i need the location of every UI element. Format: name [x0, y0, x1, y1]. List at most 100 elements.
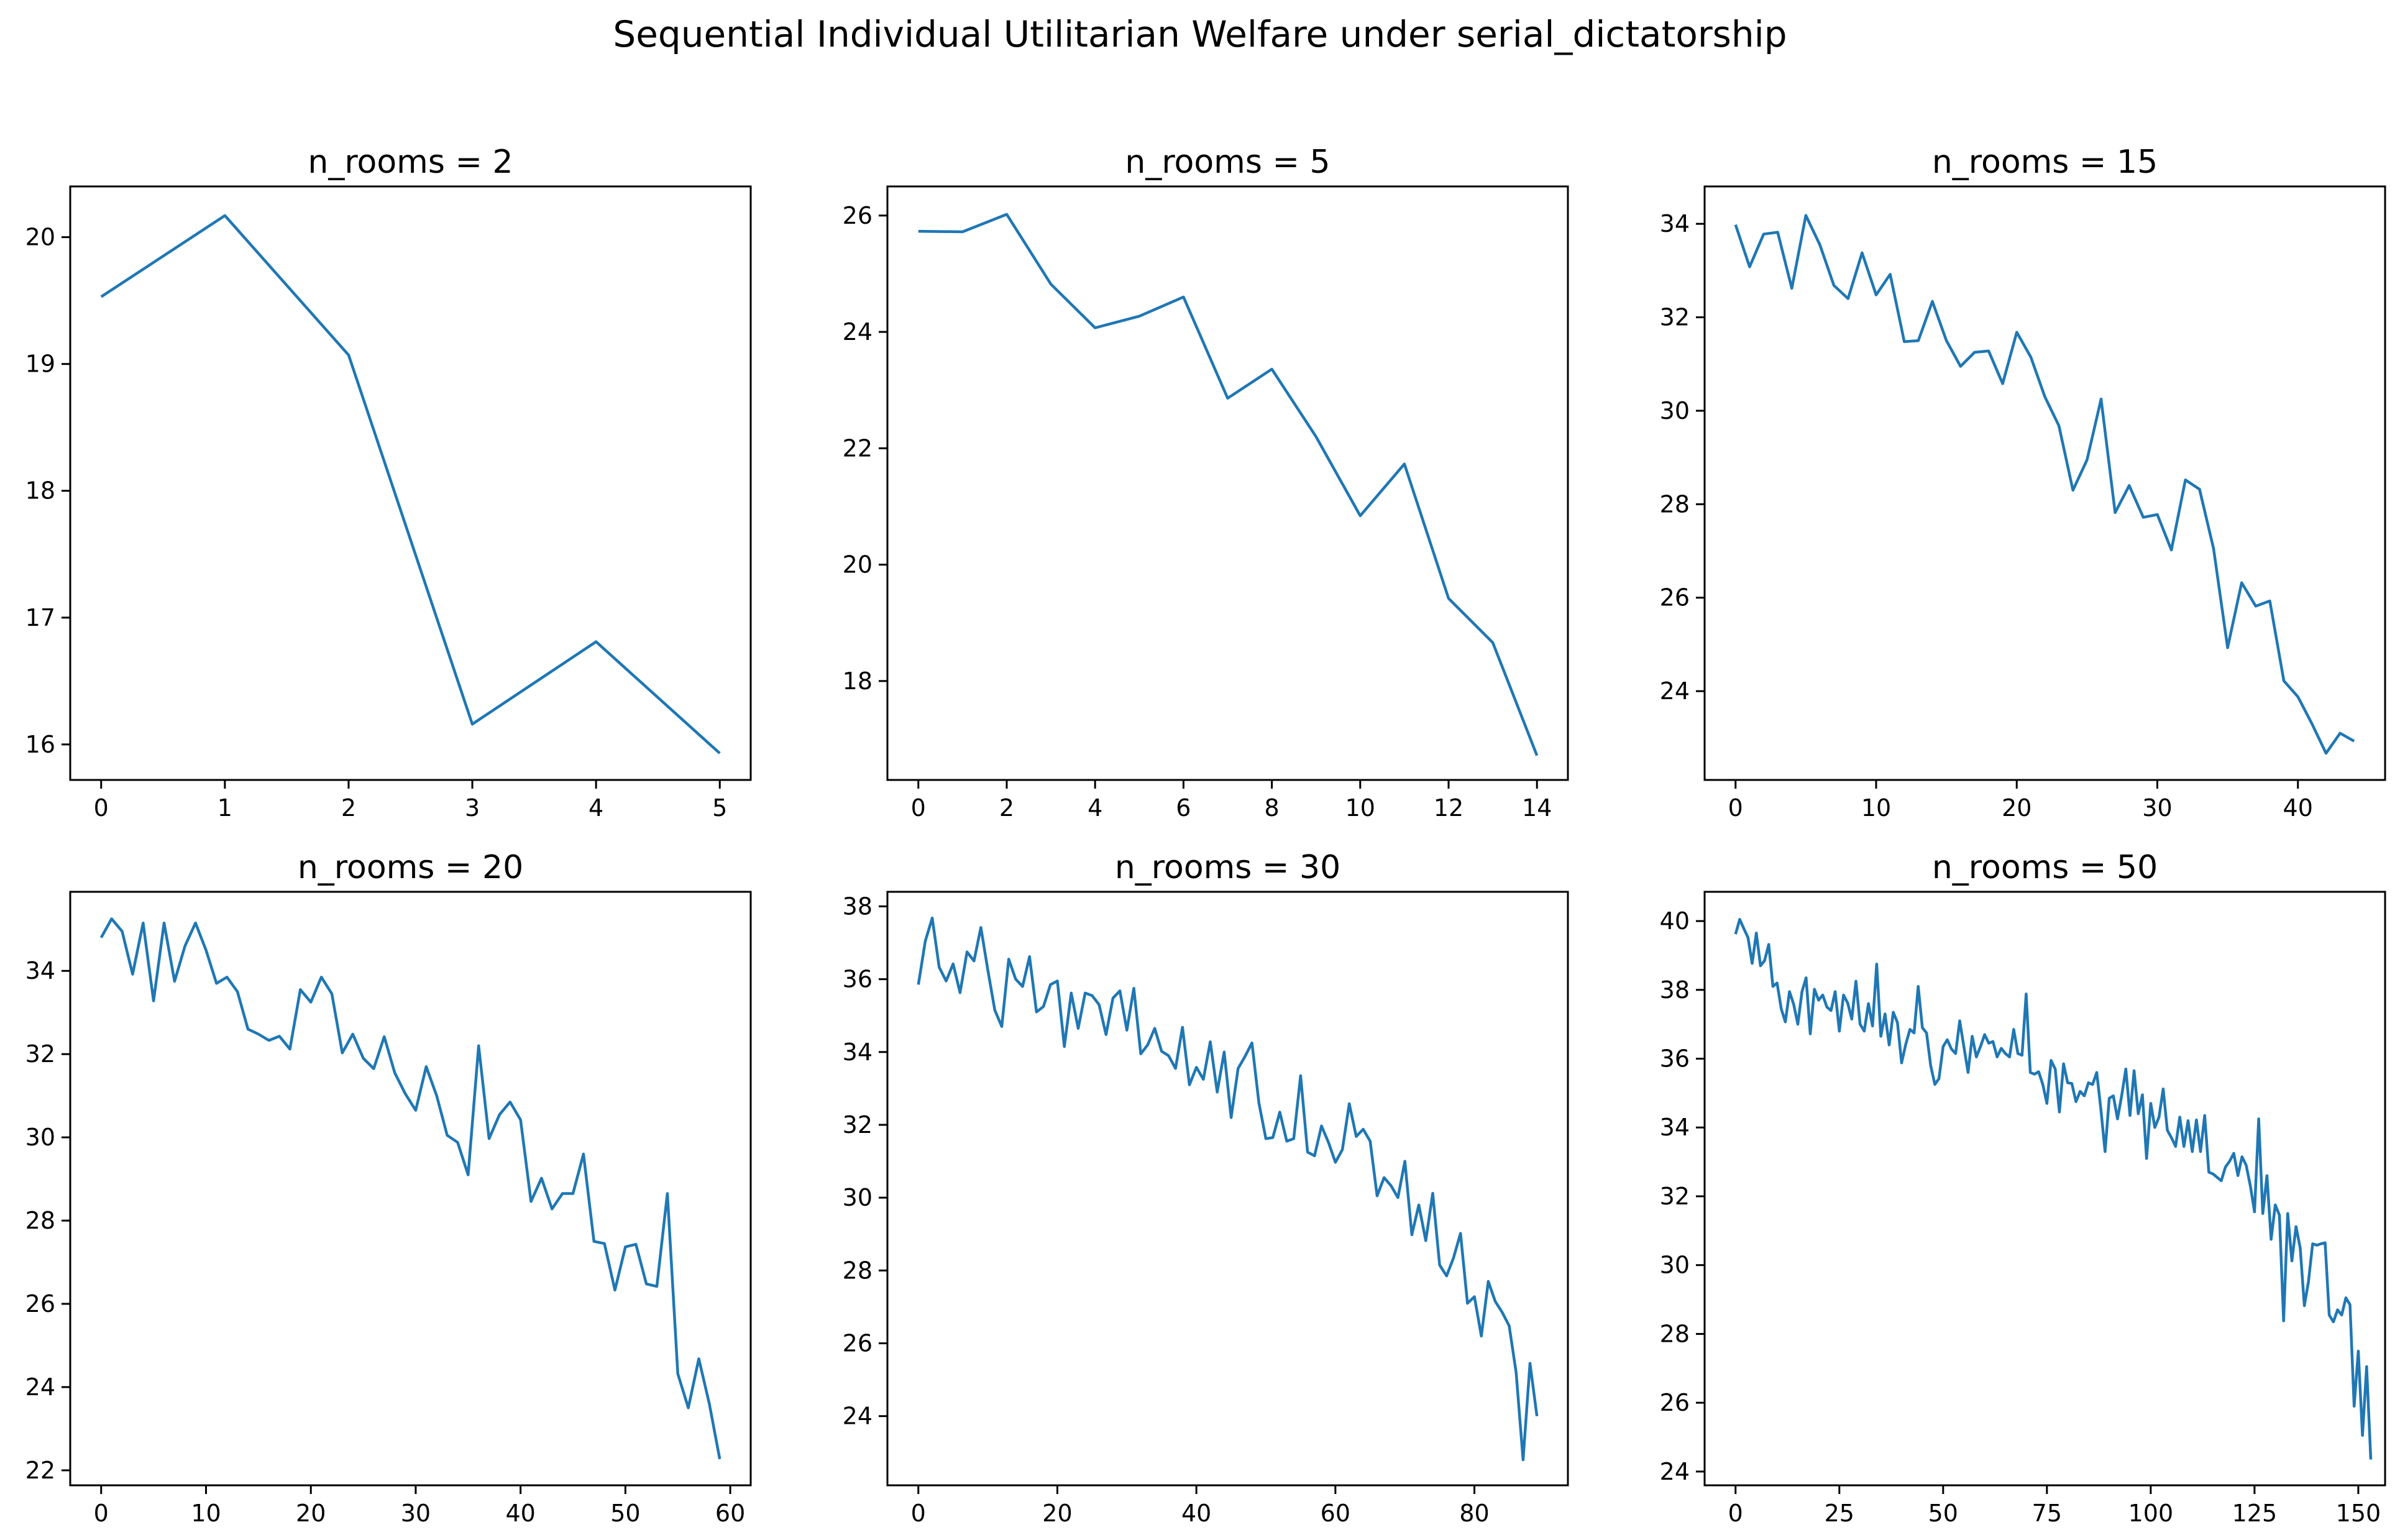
- x-tick-label: 4: [589, 794, 603, 822]
- x-tick-label: 125: [2232, 1500, 2278, 1527]
- x-tick-label: 40: [1181, 1500, 1211, 1527]
- subplot-title: n_rooms = 5: [1125, 144, 1330, 181]
- series-line: [917, 916, 1539, 1462]
- y-tick-label: 19: [25, 351, 55, 378]
- x-tick-label: 20: [2002, 794, 2031, 822]
- y-tick-label: 28: [1660, 1320, 1690, 1347]
- subplot-title: n_rooms = 30: [1115, 849, 1340, 886]
- y-tick-label: 34: [1660, 1114, 1690, 1141]
- y-tick-label: 24: [1660, 1458, 1690, 1485]
- series-line: [100, 214, 721, 754]
- subplot-6: n_rooms = 50 0 25 50 75 100 125 150 24 26 28 30 32 34…: [1660, 849, 2386, 1527]
- figure-title: Sequential Individual Utilitarian Welfar…: [613, 13, 1787, 55]
- y-tick-label: 28: [843, 1257, 873, 1284]
- series-line: [1734, 214, 2355, 755]
- y-tick-label: 30: [1660, 397, 1690, 424]
- x-tick-label: 25: [1825, 1500, 1854, 1527]
- x-tick-label: 0: [94, 1500, 109, 1527]
- y-tick-label: 32: [1660, 304, 1690, 331]
- y-tick-label: 24: [843, 1403, 873, 1430]
- y-tick-label: 40: [1660, 907, 1690, 935]
- x-tick-label: 1: [218, 794, 232, 822]
- x-tick-label: 0: [911, 1500, 926, 1527]
- x-tick-label: 4: [1088, 794, 1102, 822]
- y-tick-label: 18: [25, 477, 55, 505]
- x-tick-label: 10: [1345, 794, 1375, 822]
- y-tick-label: 26: [1660, 1389, 1690, 1416]
- series-line: [99, 917, 721, 1460]
- y-tick-label: 30: [25, 1124, 55, 1151]
- y-tick-label: 34: [1660, 210, 1690, 237]
- y-tick-label: 22: [843, 434, 873, 462]
- x-tick-label: 20: [1042, 1500, 1072, 1527]
- y-tick-label: 32: [1660, 1183, 1690, 1210]
- x-tick-label: 10: [1861, 794, 1891, 822]
- y-tick-label: 18: [843, 667, 873, 695]
- axes-frame: [69, 185, 752, 781]
- x-tick-label: 10: [191, 1500, 221, 1527]
- y-tick-label: 28: [25, 1207, 55, 1234]
- y-tick-label: 34: [843, 1038, 873, 1066]
- y-tick-label: 20: [843, 551, 873, 579]
- x-tick-label: 0: [911, 794, 926, 822]
- y-tick-label: 24: [25, 1373, 55, 1401]
- x-tick-label: 50: [1928, 1500, 1958, 1527]
- subplot-title: n_rooms = 15: [1932, 144, 2158, 181]
- x-tick-label: 150: [2336, 1500, 2381, 1527]
- x-tick-label: 5: [712, 794, 727, 822]
- y-tick-label: 26: [843, 202, 873, 229]
- x-tick-label: 80: [1459, 1500, 1489, 1527]
- y-tick-label: 32: [843, 1111, 873, 1139]
- y-tick-label: 38: [843, 892, 873, 920]
- subplot-title: n_rooms = 2: [308, 144, 513, 181]
- x-tick-label: 8: [1265, 794, 1280, 822]
- axes-frame: [69, 891, 752, 1487]
- x-tick-label: 100: [2128, 1500, 2174, 1527]
- subplot-1: n_rooms = 2 0 1 2 3 4 5 16 17 18 19 20: [25, 144, 752, 822]
- x-tick-label: 20: [296, 1500, 326, 1527]
- x-tick-label: 50: [610, 1500, 640, 1527]
- y-tick-label: 36: [843, 966, 873, 993]
- x-tick-label: 3: [465, 794, 480, 822]
- x-tick-label: 2: [341, 794, 356, 822]
- y-tick-label: 38: [1660, 976, 1690, 1004]
- y-tick-label: 26: [25, 1290, 55, 1318]
- subplot-3: n_rooms = 15 0 10 20 30 40 24 26 28 30 32 34: [1660, 144, 2386, 822]
- y-tick-label: 34: [25, 957, 55, 984]
- series-line: [1734, 918, 2373, 1460]
- x-tick-label: 60: [715, 1500, 745, 1527]
- x-tick-label: 40: [505, 1500, 535, 1527]
- x-tick-label: 30: [2142, 794, 2172, 822]
- y-tick-label: 30: [843, 1184, 873, 1211]
- y-tick-label: 17: [25, 604, 55, 631]
- y-tick-label: 24: [1660, 677, 1690, 705]
- y-tick-label: 20: [25, 224, 55, 251]
- y-tick-label: 36: [1660, 1045, 1690, 1073]
- y-tick-label: 30: [1660, 1252, 1690, 1279]
- x-tick-label: 60: [1321, 1500, 1350, 1527]
- axes-frame: [1703, 891, 2386, 1487]
- subplot-5: n_rooms = 30 0 20 40 60 80 24 26 28 30 32 34 36 38: [843, 849, 1569, 1527]
- y-tick-label: 28: [1660, 490, 1690, 518]
- x-tick-label: 6: [1176, 794, 1191, 822]
- axes-frame: [886, 891, 1569, 1487]
- x-tick-label: 2: [999, 794, 1014, 822]
- y-tick-label: 26: [1660, 584, 1690, 612]
- x-tick-label: 40: [2283, 794, 2313, 822]
- x-tick-label: 30: [401, 1500, 431, 1527]
- subplot-title: n_rooms = 50: [1932, 849, 2158, 886]
- x-tick-label: 12: [1434, 794, 1463, 822]
- x-tick-label: 0: [1728, 794, 1743, 822]
- subplot-4: n_rooms = 20 0 10 20 30 40 50 60 22 24 26 28 30 32 34: [25, 849, 752, 1527]
- y-tick-label: 16: [25, 731, 55, 758]
- x-tick-label: 0: [1728, 1500, 1743, 1527]
- y-tick-label: 22: [25, 1457, 55, 1484]
- subplot-title: n_rooms = 20: [298, 849, 523, 886]
- x-tick-label: 14: [1522, 794, 1552, 822]
- y-tick-label: 24: [843, 318, 873, 346]
- series-line: [918, 213, 1539, 756]
